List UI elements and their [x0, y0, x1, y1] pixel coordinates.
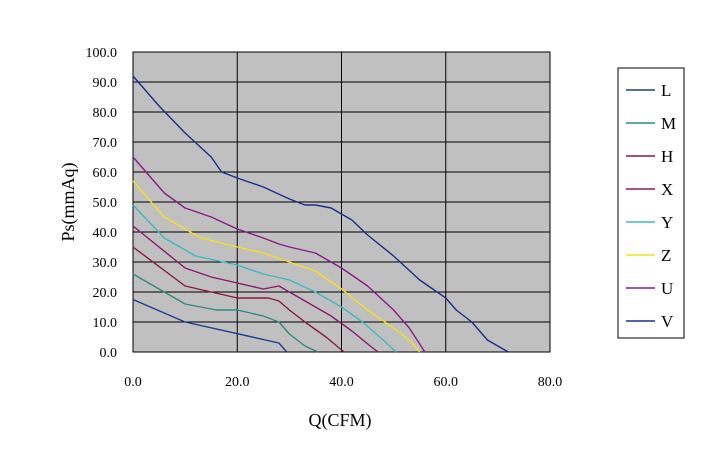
y-tick-label: 10.0 — [93, 316, 118, 331]
legend-label-U: U — [661, 279, 673, 298]
series-line-M — [132, 273, 319, 353]
x-tick-label: 60.0 — [434, 375, 459, 390]
legend-label-Y: Y — [661, 213, 673, 232]
x-axis-title: Q(CFM) — [308, 410, 371, 431]
series-line-V — [132, 75, 509, 353]
y-tick-label: 60.0 — [93, 166, 118, 181]
legend-label-H: H — [661, 147, 673, 166]
y-tick-label: 90.0 — [93, 76, 118, 91]
series-line-X — [132, 225, 379, 353]
legend-label-L: L — [661, 81, 671, 100]
x-tick-labels: 0.0 20.0 40.0 60.0 80.0 — [124, 375, 562, 390]
y-tick-labels: 0.0 10.0 20.0 30.0 40.0 50.0 60.0 70.0 80.0 90.0 1… — [86, 46, 118, 361]
y-tick-label: 40.0 — [93, 226, 118, 241]
x-tick-label: 0.0 — [124, 375, 142, 390]
series-line-U — [132, 156, 426, 353]
grid-lines — [132, 51, 551, 353]
legend-label-Z: Z — [661, 246, 671, 265]
y-axis-title: Ps(mmAq) — [58, 162, 79, 241]
series-line-Z — [132, 180, 421, 353]
x-tick-label: 80.0 — [538, 375, 563, 390]
y-tick-label: 70.0 — [93, 136, 118, 151]
series-line-Y — [132, 204, 397, 353]
y-tick-label: 50.0 — [93, 196, 118, 211]
y-tick-label: 30.0 — [93, 256, 118, 271]
legend-label-V: V — [661, 312, 674, 331]
series-lines — [132, 75, 509, 353]
series-line-L — [132, 298, 288, 353]
y-tick-label: 20.0 — [93, 286, 118, 301]
y-tick-label: 80.0 — [93, 106, 118, 121]
x-tick-label: 20.0 — [225, 375, 250, 390]
legend-label-M: M — [661, 114, 676, 133]
y-tick-label: 100.0 — [86, 46, 118, 61]
x-tick-label: 40.0 — [329, 375, 354, 390]
legend-label-X: X — [661, 180, 673, 199]
y-tick-label: 0.0 — [100, 346, 118, 361]
series-line-H — [132, 246, 345, 353]
legend-box — [617, 67, 685, 339]
